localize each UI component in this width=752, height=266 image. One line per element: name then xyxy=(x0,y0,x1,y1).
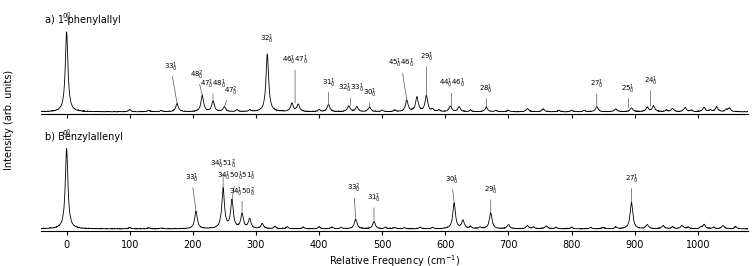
Text: 32$^1_033^1_0$: 32$^1_033^1_0$ xyxy=(338,82,364,106)
Text: 24$^1_0$: 24$^1_0$ xyxy=(644,75,657,106)
Text: 33$^1_0$: 33$^1_0$ xyxy=(185,172,199,211)
Text: a) 1-phenylallyl: a) 1-phenylallyl xyxy=(44,15,120,25)
Text: 30$^1_0$: 30$^1_0$ xyxy=(444,173,459,203)
Text: 34$^1_050^1_051^1_0$: 34$^1_050^1_051^1_0$ xyxy=(217,170,255,200)
Text: Intensity (arb. units): Intensity (arb. units) xyxy=(4,70,14,170)
Text: 47$^1_048^1_0$: 47$^1_048^1_0$ xyxy=(200,78,226,101)
X-axis label: Relative Frequency (cm$^{-1}$): Relative Frequency (cm$^{-1}$) xyxy=(329,253,460,266)
Text: 27$^1_0$: 27$^1_0$ xyxy=(625,173,638,202)
Text: 45$^1_046^1_0$: 45$^1_046^1_0$ xyxy=(388,57,414,100)
Text: 34$^1_050^2_0$: 34$^1_050^2_0$ xyxy=(229,185,255,214)
Text: 29$^1_0$: 29$^1_0$ xyxy=(484,184,498,212)
Text: 48$^2_0$: 48$^2_0$ xyxy=(190,68,204,95)
Text: 44$^1_046^1_0$: 44$^1_046^1_0$ xyxy=(438,77,465,106)
Text: 31$^1_0$: 31$^1_0$ xyxy=(367,192,381,221)
Text: 33$^1_0$: 33$^1_0$ xyxy=(164,60,177,103)
Text: 32$^1_0$: 32$^1_0$ xyxy=(260,33,274,46)
Text: 0$^0_0$: 0$^0_0$ xyxy=(62,128,71,141)
Text: 28$^1_0$: 28$^1_0$ xyxy=(480,83,493,107)
Text: 47$^2_0$: 47$^2_0$ xyxy=(224,84,238,106)
Text: 33$^2_0$: 33$^2_0$ xyxy=(347,182,361,219)
Text: 27$^1_0$: 27$^1_0$ xyxy=(590,78,604,106)
Text: 34$^1_051^2_0$: 34$^1_051^2_0$ xyxy=(210,158,236,188)
Text: 31$^1_0$: 31$^1_0$ xyxy=(322,76,335,104)
Text: 0$^0_0$: 0$^0_0$ xyxy=(62,11,71,24)
Text: 29$^1_0$: 29$^1_0$ xyxy=(420,51,433,95)
Text: 30$^1_0$: 30$^1_0$ xyxy=(362,87,377,107)
Text: b) Benzylallenyl: b) Benzylallenyl xyxy=(44,132,123,142)
Text: 25$^1_0$: 25$^1_0$ xyxy=(621,83,635,107)
Text: 46$^1_047^1_0$: 46$^1_047^1_0$ xyxy=(282,54,308,103)
